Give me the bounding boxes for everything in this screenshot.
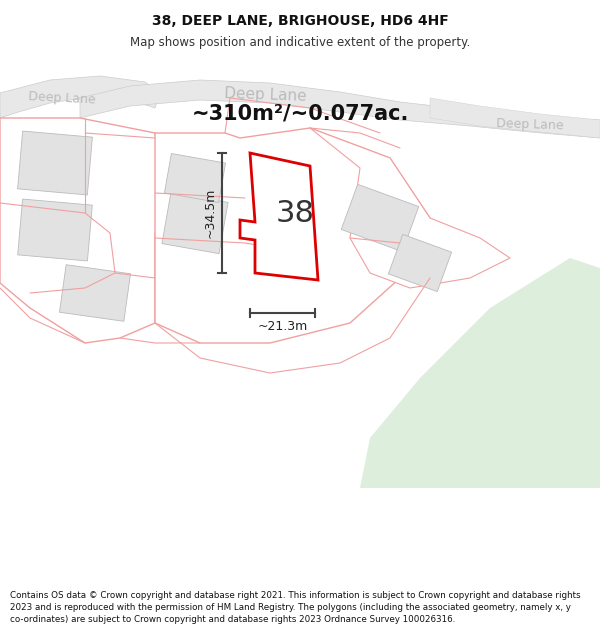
Polygon shape: [155, 128, 430, 343]
Text: 38, DEEP LANE, BRIGHOUSE, HD6 4HF: 38, DEEP LANE, BRIGHOUSE, HD6 4HF: [152, 14, 448, 28]
Polygon shape: [0, 76, 160, 118]
Polygon shape: [59, 265, 131, 321]
Polygon shape: [310, 128, 510, 288]
Text: ~310m²/~0.077ac.: ~310m²/~0.077ac.: [191, 103, 409, 123]
Text: ~21.3m: ~21.3m: [257, 319, 308, 332]
Polygon shape: [430, 98, 600, 138]
Text: Deep Lane: Deep Lane: [224, 86, 307, 104]
Polygon shape: [341, 184, 419, 252]
Polygon shape: [17, 199, 92, 261]
Text: Deep Lane: Deep Lane: [28, 90, 96, 106]
Polygon shape: [162, 192, 228, 254]
Polygon shape: [164, 154, 226, 202]
Text: Deep Lane: Deep Lane: [496, 118, 564, 132]
Polygon shape: [240, 153, 318, 280]
Polygon shape: [80, 80, 600, 138]
Polygon shape: [388, 234, 452, 292]
Text: ~34.5m: ~34.5m: [203, 188, 217, 238]
Text: Contains OS data © Crown copyright and database right 2021. This information is : Contains OS data © Crown copyright and d…: [10, 591, 581, 624]
Text: 38: 38: [275, 199, 314, 228]
Polygon shape: [17, 131, 92, 195]
Text: Map shows position and indicative extent of the property.: Map shows position and indicative extent…: [130, 36, 470, 49]
Polygon shape: [0, 118, 165, 343]
Polygon shape: [360, 258, 600, 488]
